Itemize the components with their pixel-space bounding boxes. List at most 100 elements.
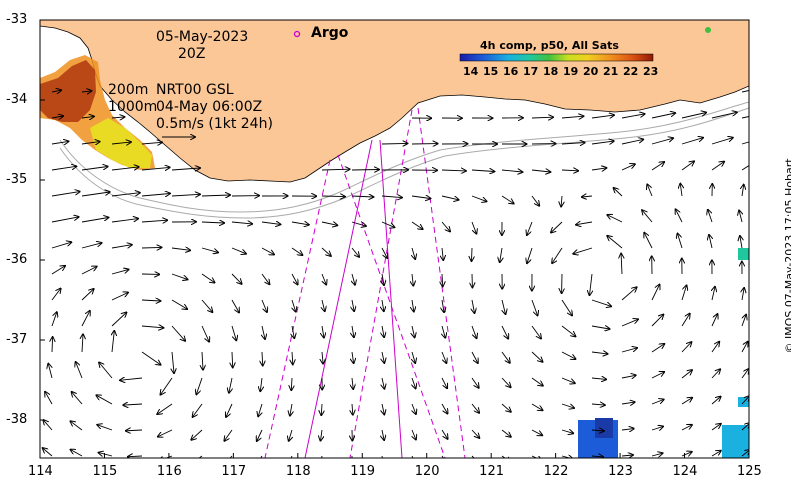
current-vector	[621, 114, 645, 119]
current-vector	[621, 139, 643, 145]
current-vector	[381, 247, 387, 258]
current-vector	[226, 403, 233, 417]
current-vector	[224, 429, 233, 441]
current-vector	[158, 429, 173, 437]
current-vector	[651, 400, 664, 405]
current-vector	[45, 392, 53, 405]
current-vector	[161, 377, 173, 395]
current-vector	[501, 195, 514, 204]
current-vector	[51, 116, 63, 118]
current-vector	[651, 162, 664, 171]
current-vector	[111, 245, 132, 248]
current-vector	[229, 377, 232, 393]
lon-tick-label: 122	[543, 464, 569, 479]
current-vector	[141, 142, 162, 144]
current-vector	[352, 377, 353, 389]
current-vector	[111, 293, 128, 301]
current-vector	[231, 247, 246, 254]
current-vector	[351, 221, 366, 226]
current-vector	[81, 311, 90, 327]
current-vector	[681, 314, 690, 327]
current-vector	[651, 344, 664, 353]
lon-tick-label: 125	[737, 464, 762, 479]
colorbar-tick-label: 21	[603, 65, 619, 78]
sst-cyan-patch	[738, 248, 749, 260]
current-vector	[128, 456, 143, 457]
current-vector	[711, 162, 724, 171]
credit-text: © IMOS 07-May-2023 17:05 Hobart	[783, 158, 791, 353]
current-vector	[709, 235, 712, 249]
current-vector	[621, 429, 634, 430]
current-vector	[621, 287, 637, 301]
current-vector	[157, 403, 173, 414]
current-vector	[742, 185, 744, 197]
current-vector	[441, 195, 459, 200]
current-vector	[531, 429, 542, 435]
current-vector	[81, 142, 100, 144]
current-vector	[322, 299, 325, 311]
colorbar-tick-label: 16	[503, 65, 519, 78]
current-vector	[411, 196, 430, 199]
current-vector	[51, 266, 65, 275]
map-time: 20Z	[178, 46, 206, 62]
current-vector	[741, 162, 749, 171]
current-vector	[382, 377, 384, 389]
current-vector	[321, 247, 331, 256]
current-vector	[582, 196, 593, 197]
lon-tick-label: 114	[28, 464, 53, 479]
current-vector	[112, 331, 114, 353]
current-vector	[321, 196, 345, 197]
current-vector	[681, 398, 692, 405]
current-vector	[291, 273, 298, 284]
depth-label-200m: 200m	[108, 82, 149, 98]
current-vector	[81, 91, 91, 92]
current-vector	[531, 195, 539, 206]
current-vector	[741, 90, 749, 93]
current-vector	[471, 325, 477, 338]
current-vector	[231, 222, 252, 224]
current-vector	[201, 325, 209, 342]
current-vector	[441, 403, 448, 414]
current-vector	[471, 170, 494, 172]
current-vector	[382, 403, 384, 414]
current-vector	[501, 429, 511, 437]
lat-tick-label: -38	[6, 412, 28, 427]
current-vector	[126, 430, 143, 431]
current-vector	[681, 113, 706, 119]
current-vector	[97, 425, 113, 431]
current-vector	[81, 167, 108, 171]
current-vector	[81, 116, 94, 118]
current-vector	[741, 396, 749, 405]
current-vector	[501, 377, 511, 387]
current-vector	[552, 247, 563, 263]
current-vector	[141, 351, 161, 365]
sst-green-dot	[705, 27, 711, 33]
current-vector	[412, 299, 414, 312]
current-vector	[590, 273, 593, 295]
current-vector	[561, 404, 574, 408]
current-vector	[123, 404, 143, 405]
current-vector	[527, 221, 533, 235]
current-vector	[502, 299, 506, 314]
current-vector	[171, 194, 200, 196]
current-vector	[591, 299, 611, 306]
current-vector	[51, 141, 68, 144]
satellite-tracks	[264, 107, 466, 458]
current-vector	[531, 299, 538, 315]
current-vector	[322, 351, 323, 364]
current-vector	[141, 300, 160, 301]
current-vector	[51, 90, 61, 92]
current-vector	[172, 351, 174, 373]
current-vector	[681, 342, 691, 353]
colorbar-title: 4h comp, p50, All Sats	[480, 39, 619, 52]
current-vector	[99, 363, 113, 379]
current-vector	[621, 164, 635, 171]
current-vector	[71, 421, 83, 431]
current-vector	[651, 113, 675, 119]
current-vector	[501, 403, 511, 412]
current-vector	[382, 273, 384, 285]
current-vector	[471, 455, 479, 458]
current-vector	[642, 210, 653, 223]
map-date: 05-May-2023	[156, 29, 249, 45]
current-vector	[621, 455, 633, 456]
